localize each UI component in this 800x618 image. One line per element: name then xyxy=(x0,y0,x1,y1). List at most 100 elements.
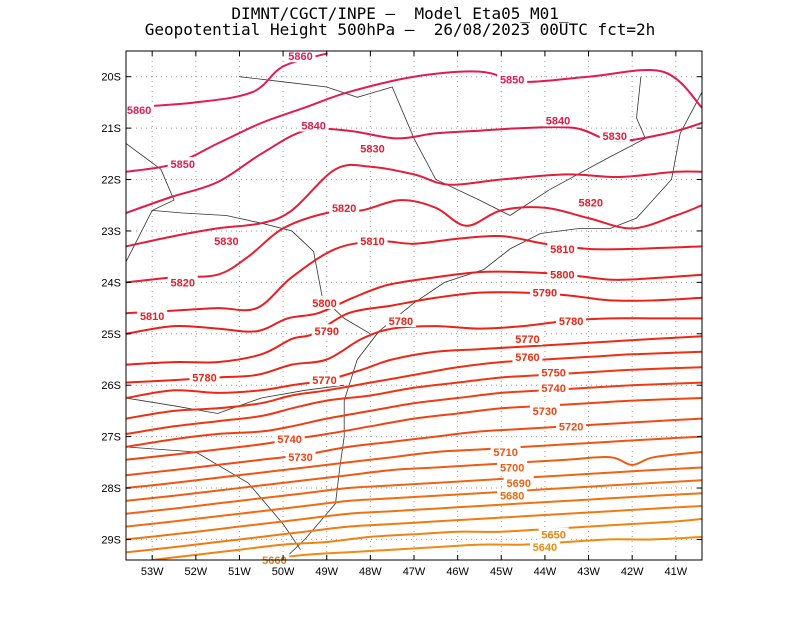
contour-label-5770: 5770 xyxy=(515,334,539,346)
lat-label-27S: 27S xyxy=(101,432,121,444)
river-parana-line xyxy=(126,143,175,262)
contour-5830 xyxy=(126,163,702,248)
contour-5710 xyxy=(126,435,702,489)
contour-label-bg xyxy=(167,157,198,171)
contour-label-bg xyxy=(497,488,528,502)
contour-label-bg xyxy=(298,118,329,132)
lon-label-42W: 42W xyxy=(621,566,644,578)
contour-label-5840: 5840 xyxy=(546,115,570,127)
contour-label-5690: 5690 xyxy=(506,478,530,490)
contour-label-5800: 5800 xyxy=(312,298,336,310)
coastline-line xyxy=(282,91,702,560)
contour-label-bg xyxy=(285,450,316,464)
contour-5650 xyxy=(151,517,702,560)
border-pr-sc-line xyxy=(126,384,345,414)
contour-label-bg xyxy=(285,49,316,63)
contour-5810 xyxy=(126,234,702,315)
contour-label-bg xyxy=(543,113,573,127)
contour-5850 xyxy=(126,68,702,173)
contour-label-5640: 5640 xyxy=(533,542,557,554)
lat-label-24S: 24S xyxy=(101,277,121,289)
title-line-1: DIMNT/CGCT/INPE – Model Eta05_M01_ xyxy=(231,4,569,23)
contour-5640 xyxy=(260,535,702,560)
contour-label-bg xyxy=(556,419,587,433)
contour-label-5810: 5810 xyxy=(140,311,164,323)
height-contours xyxy=(126,52,702,560)
contour-label-5710: 5710 xyxy=(493,447,517,459)
contour-label-5830: 5830 xyxy=(360,144,384,156)
contour-label-bg xyxy=(311,324,342,338)
contour-5760 xyxy=(126,350,702,420)
lat-label-22S: 22S xyxy=(101,175,121,187)
contour-label-bg xyxy=(529,285,560,299)
lon-label-44W: 44W xyxy=(534,566,557,578)
contour-label-bg xyxy=(211,234,242,248)
contour-labels: 5860 5860 5850 5850 5840 5840 5830 5830 5830 5820… xyxy=(124,49,630,567)
political-boundaries xyxy=(126,76,702,560)
contour-label-5770: 5770 xyxy=(312,375,336,387)
contour-5690 xyxy=(126,466,702,515)
contour-label-bg xyxy=(309,373,340,387)
contour-label-5790: 5790 xyxy=(314,326,338,338)
title-line-2: Geopotential Height 500hPa – 26/08/2023 … xyxy=(144,20,656,39)
contour-label-bg xyxy=(137,308,168,322)
contour-label-bg xyxy=(556,313,587,327)
contour-label-5790: 5790 xyxy=(533,288,557,300)
border-sc-rs-line xyxy=(126,446,301,550)
lon-label-51W: 51W xyxy=(228,566,251,578)
lon-label-53W: 53W xyxy=(141,566,164,578)
lon-label-50W: 50W xyxy=(272,566,295,578)
contour-label-5780: 5780 xyxy=(389,316,413,328)
contour-label-bg xyxy=(124,103,155,117)
lon-label-41W: 41W xyxy=(665,566,688,578)
contour-label-bg xyxy=(189,370,220,384)
contour-label-5740: 5740 xyxy=(277,434,301,446)
contour-label-bg xyxy=(357,234,388,248)
contour-label-5800: 5800 xyxy=(550,270,574,282)
contour-label-5830: 5830 xyxy=(602,131,626,143)
grid-lines xyxy=(126,51,702,560)
contour-label-bg xyxy=(167,275,198,289)
lat-label-23S: 23S xyxy=(101,226,121,238)
contour-label-bg xyxy=(547,241,578,255)
lon-label-48W: 48W xyxy=(359,566,382,578)
lon-label-45W: 45W xyxy=(490,566,513,578)
contour-label-bg xyxy=(512,349,543,363)
contour-5800 xyxy=(126,270,702,335)
contour-label-bg xyxy=(512,331,543,345)
contour-label-bg xyxy=(538,365,569,379)
contour-label-5750: 5750 xyxy=(541,367,565,379)
lat-label-28S: 28S xyxy=(101,483,121,495)
contour-5740 xyxy=(126,381,702,448)
contour-label-5820: 5820 xyxy=(170,277,194,289)
contour-label-5810: 5810 xyxy=(360,236,384,248)
contour-label-5780: 5780 xyxy=(192,372,216,384)
lon-label-47W: 47W xyxy=(403,566,426,578)
contour-label-bg xyxy=(490,445,521,459)
contour-5680 xyxy=(126,479,702,528)
contour-label-bg xyxy=(538,380,569,394)
lon-label-43W: 43W xyxy=(577,566,600,578)
contour-label-bg xyxy=(547,267,578,281)
contour-label-bg xyxy=(329,200,360,214)
contour-label-5660: 5660 xyxy=(262,555,286,567)
contour-label-bg xyxy=(529,540,560,554)
contour-5660 xyxy=(126,505,702,554)
contour-label-bg xyxy=(274,432,305,446)
contour-5700 xyxy=(126,451,702,502)
contour-label-5830: 5830 xyxy=(214,236,238,248)
contour-label-bg xyxy=(575,195,606,209)
lon-label-46W: 46W xyxy=(446,566,469,578)
contour-label-5860: 5860 xyxy=(288,51,312,63)
lat-label-20S: 20S xyxy=(101,72,121,84)
contour-label-5680: 5680 xyxy=(500,491,524,503)
contour-label-5730: 5730 xyxy=(533,406,557,418)
contour-label-5740: 5740 xyxy=(541,383,565,395)
contour-label-5700: 5700 xyxy=(500,462,524,474)
contour-label-5650: 5650 xyxy=(541,529,565,541)
contour-5780 xyxy=(126,317,702,384)
border-mg-es-line xyxy=(636,76,646,139)
contour-label-5730: 5730 xyxy=(288,452,312,464)
